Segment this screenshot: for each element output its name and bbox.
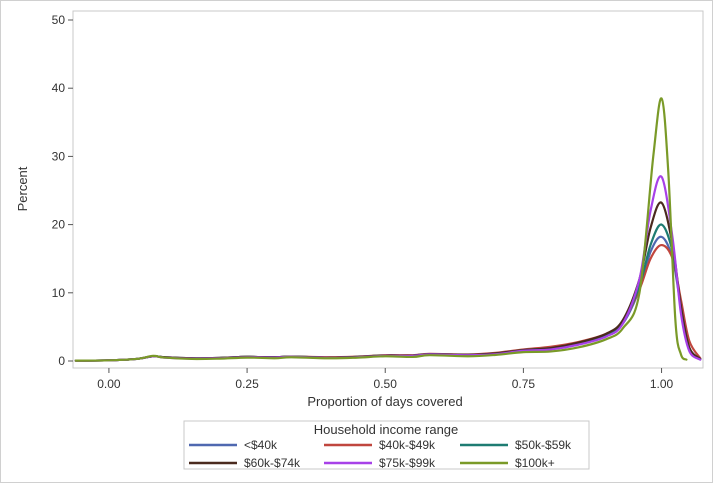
legend-label: $50k-$59k bbox=[515, 438, 572, 452]
series-layer bbox=[74, 97, 702, 362]
y-tick-label: 0 bbox=[58, 354, 65, 368]
axes: 0.00 0.25 0.50 0.75 1.00 0 10 20 30 40 50 bbox=[52, 13, 674, 391]
legend-label: <$40k bbox=[244, 438, 278, 452]
plot-area-frame bbox=[72, 10, 704, 369]
y-axis-label: Percent bbox=[15, 166, 30, 211]
legend-box bbox=[183, 420, 590, 470]
series-line-5 bbox=[74, 97, 688, 362]
x-tick-label: 1.00 bbox=[650, 377, 674, 391]
x-tick-label: 0.00 bbox=[97, 377, 121, 391]
legend-label: $100k+ bbox=[515, 456, 555, 470]
x-tick-label: 0.75 bbox=[512, 377, 536, 391]
y-tick-label: 10 bbox=[52, 286, 66, 300]
x-axis-label: Proportion of days covered bbox=[307, 394, 462, 409]
legend-items: <$40k $40k-$49k $50k-$59k $60k-$74k $75k-$99… bbox=[189, 438, 572, 470]
legend-title: Household income range bbox=[314, 422, 459, 437]
legend-label: $60k-$74k bbox=[244, 456, 301, 470]
legend: Household income range <$40k $40k-$49k $50… bbox=[183, 420, 590, 470]
y-tick-label: 40 bbox=[52, 81, 66, 95]
y-tick-label: 30 bbox=[52, 149, 66, 163]
y-tick-label: 50 bbox=[52, 13, 66, 27]
legend-label: $40k-$49k bbox=[379, 438, 436, 452]
x-tick-label: 0.25 bbox=[235, 377, 259, 391]
x-tick-label: 0.50 bbox=[374, 377, 398, 391]
y-tick-label: 20 bbox=[52, 218, 66, 232]
legend-label: $75k-$99k bbox=[379, 456, 436, 470]
